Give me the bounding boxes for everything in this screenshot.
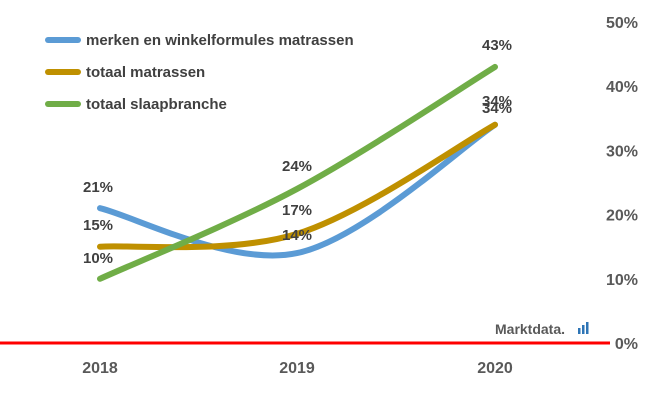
y-tick-label: 40% bbox=[606, 79, 638, 96]
legend: merken en winkelformules matrassen totaal… bbox=[45, 32, 354, 113]
brand-text: Marktdata. bbox=[495, 321, 565, 337]
y-tick-label: 20% bbox=[606, 208, 638, 225]
data-label: 15% bbox=[83, 217, 113, 234]
legend-label: totaal matrassen bbox=[86, 64, 205, 81]
series-line-3 bbox=[97, 63, 498, 282]
legend-label: merken en winkelformules matrassen bbox=[86, 32, 354, 49]
data-label: 43% bbox=[482, 37, 512, 54]
brand-bar bbox=[582, 325, 585, 334]
brand-bar bbox=[586, 322, 589, 334]
x-tick-label: 2018 bbox=[82, 360, 118, 377]
brand-bar bbox=[578, 328, 581, 334]
x-axis-ticks: 2018 2019 2020 bbox=[82, 360, 513, 377]
legend-label: totaal slaapbranche bbox=[86, 96, 227, 113]
y-tick-label: 50% bbox=[606, 15, 638, 32]
brand-bars-icon bbox=[578, 322, 589, 334]
data-label: 24% bbox=[282, 158, 312, 175]
data-label: 14% bbox=[282, 227, 312, 244]
x-tick-label: 2020 bbox=[477, 360, 513, 377]
brand-logo: Marktdata. bbox=[495, 321, 589, 337]
x-tick-label: 2019 bbox=[279, 360, 315, 377]
series-line-2 bbox=[97, 121, 498, 251]
data-label: 10% bbox=[83, 250, 113, 267]
series-lines bbox=[97, 63, 498, 282]
y-axis-ticks: 0% 10% 20% 30% 40% 50% bbox=[606, 15, 638, 353]
data-label: 34% bbox=[482, 100, 512, 117]
data-label: 17% bbox=[282, 202, 312, 219]
y-tick-label: 0% bbox=[615, 336, 638, 353]
data-label: 21% bbox=[83, 179, 113, 196]
y-tick-label: 10% bbox=[606, 272, 638, 289]
y-tick-label: 30% bbox=[606, 143, 638, 160]
series-line-1 bbox=[97, 121, 498, 259]
data-labels: 21% 14% 34% 15% 17% 34% 10% 24% 43% bbox=[83, 37, 512, 267]
data-label: 34% bbox=[482, 93, 512, 110]
